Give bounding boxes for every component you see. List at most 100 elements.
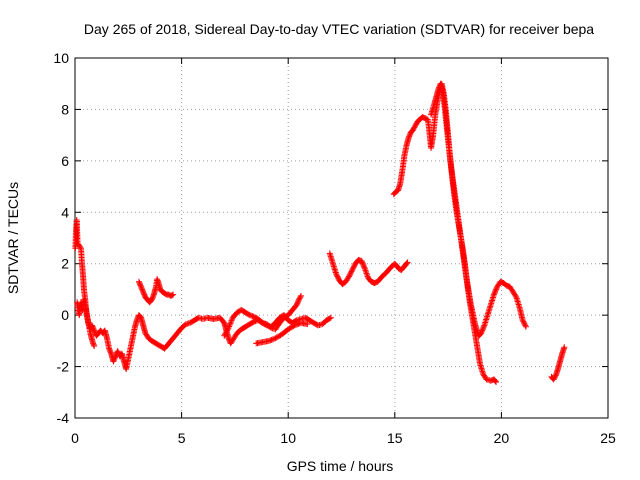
data-point <box>221 332 228 339</box>
data-point <box>227 320 234 327</box>
data-points <box>72 80 568 385</box>
data-point <box>292 321 299 328</box>
data-point <box>333 272 340 279</box>
data-point <box>409 127 416 133</box>
data-point <box>327 314 334 321</box>
y-tick-label: 2 <box>61 256 69 272</box>
data-point <box>359 260 366 267</box>
y-tick-label: 6 <box>61 153 69 169</box>
data-point <box>90 326 97 333</box>
data-point <box>222 330 229 337</box>
data-point <box>226 322 233 329</box>
data-point <box>271 335 278 342</box>
data-point <box>90 325 97 331</box>
data-point <box>90 341 97 348</box>
data-point <box>404 259 411 266</box>
data-point <box>149 295 156 302</box>
data-point <box>335 274 342 281</box>
y-tick-label: -2 <box>57 359 70 375</box>
data-point <box>492 378 499 385</box>
data-point <box>228 317 235 324</box>
data-point <box>551 375 558 382</box>
data-point <box>478 330 485 337</box>
data-point <box>114 348 121 355</box>
data-point <box>304 321 311 328</box>
data-point <box>137 282 144 289</box>
data-point <box>359 259 366 266</box>
data-point <box>268 336 275 343</box>
data-point <box>561 344 568 351</box>
data-point <box>522 322 529 329</box>
data-point <box>89 322 96 329</box>
data-point <box>295 320 302 327</box>
x-tick-label: 10 <box>280 430 296 446</box>
data-point <box>139 286 146 293</box>
data-point <box>140 289 147 295</box>
data-point <box>493 286 500 293</box>
data-point <box>107 349 114 356</box>
data-point <box>297 294 304 301</box>
x-tick-label: 5 <box>178 430 186 446</box>
data-point <box>266 337 273 344</box>
y-tick-label: 8 <box>61 101 69 117</box>
data-point <box>150 292 157 299</box>
data-point <box>412 121 419 128</box>
data-point <box>249 313 256 320</box>
data-point <box>110 358 117 365</box>
data-point <box>250 313 257 320</box>
data-point <box>246 312 253 319</box>
data-point <box>106 345 113 352</box>
data-point <box>478 328 485 335</box>
data-point <box>479 327 486 334</box>
data-point <box>154 276 161 283</box>
data-point <box>291 322 298 329</box>
data-point <box>91 327 98 334</box>
data-point <box>361 264 368 271</box>
x-axis-label: GPS time / hours <box>287 458 394 474</box>
data-point <box>345 273 352 280</box>
data-point <box>223 328 230 335</box>
data-point <box>349 265 356 272</box>
data-point <box>106 346 113 353</box>
data-point <box>412 123 419 130</box>
y-tick-labels: -4 -2 0 2 4 6 8 10 <box>53 50 69 426</box>
data-point <box>290 323 297 330</box>
data-point <box>135 278 142 285</box>
data-point <box>154 277 161 284</box>
data-point <box>480 323 487 330</box>
y-tick-label: 0 <box>61 307 69 323</box>
data-point <box>225 325 232 331</box>
data-point <box>405 134 412 141</box>
data-point <box>140 290 147 297</box>
data-point <box>552 373 559 380</box>
data-point <box>267 337 274 344</box>
data-point <box>493 379 500 385</box>
data-point <box>295 296 302 303</box>
data-point <box>91 343 98 349</box>
data-point <box>479 326 486 333</box>
data-point <box>358 258 365 265</box>
data-point <box>225 335 232 342</box>
data-point <box>520 318 527 325</box>
data-point <box>136 280 143 286</box>
data-point <box>347 269 354 276</box>
data-point <box>492 287 499 294</box>
data-point <box>110 357 117 364</box>
data-point <box>480 325 487 331</box>
data-point <box>294 300 301 307</box>
data-point <box>334 273 341 280</box>
data-point <box>490 291 497 298</box>
data-point <box>333 271 340 277</box>
data-point <box>410 125 417 132</box>
data-point <box>297 292 304 299</box>
data-point <box>360 262 367 268</box>
y-tick-label: 10 <box>53 50 69 66</box>
y-axis-label: SDTVAR / TECUs <box>5 182 21 294</box>
data-point <box>221 331 228 338</box>
data-point <box>139 287 146 294</box>
data-point <box>522 323 529 330</box>
data-point <box>550 376 557 383</box>
data-point <box>493 285 500 292</box>
data-point <box>351 263 358 270</box>
